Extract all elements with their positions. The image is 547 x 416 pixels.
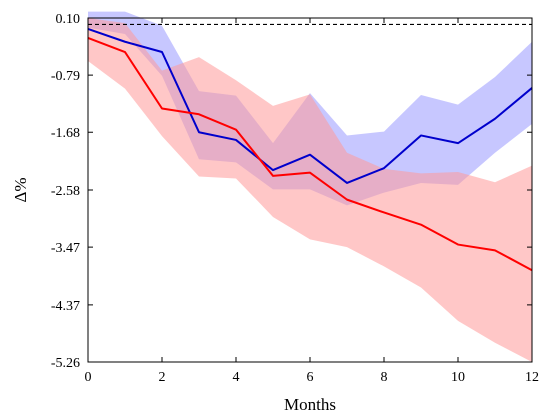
y-tick-label: -4.37	[51, 299, 80, 314]
y-tick-label: -0.79	[51, 69, 80, 84]
confidence-bands	[88, 11, 532, 362]
x-tick-label: 8	[381, 370, 388, 385]
y-tick-label: -1.68	[51, 126, 80, 141]
x-tick-label: 0	[85, 370, 92, 385]
x-tick-label: 2	[159, 370, 166, 385]
line-series-2	[87, 36, 533, 272]
x-axis-label: Months	[284, 395, 336, 414]
x-tick-label: 12	[525, 370, 539, 385]
band-series-2	[88, 18, 532, 362]
x-tick-label: 4	[233, 370, 240, 385]
x-tick-label: 10	[451, 370, 465, 385]
line-series-1	[87, 27, 533, 184]
axes: 0 2 4 6 8 10 12 0.10 -0.79 -1.68 -2.58 -3.47 -4.37 -5…	[51, 12, 539, 385]
y-tick-label: -5.26	[51, 356, 80, 371]
y-tick-label: 0.10	[56, 12, 81, 27]
x-tick-label: 6	[307, 370, 314, 385]
series-lines	[87, 27, 533, 272]
y-tick-label: -3.47	[51, 241, 80, 256]
y-tick-label: -2.58	[51, 184, 80, 199]
y-axis-label: Δ%	[11, 177, 30, 202]
